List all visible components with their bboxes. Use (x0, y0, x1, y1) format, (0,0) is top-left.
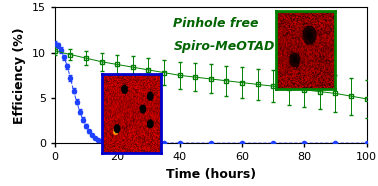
X-axis label: Time (hours): Time (hours) (166, 168, 256, 181)
Y-axis label: Efficiency (%): Efficiency (%) (13, 27, 26, 124)
Text: Pinhole free: Pinhole free (173, 17, 259, 30)
Text: Spiro-MeOTAD: Spiro-MeOTAD (173, 40, 275, 53)
